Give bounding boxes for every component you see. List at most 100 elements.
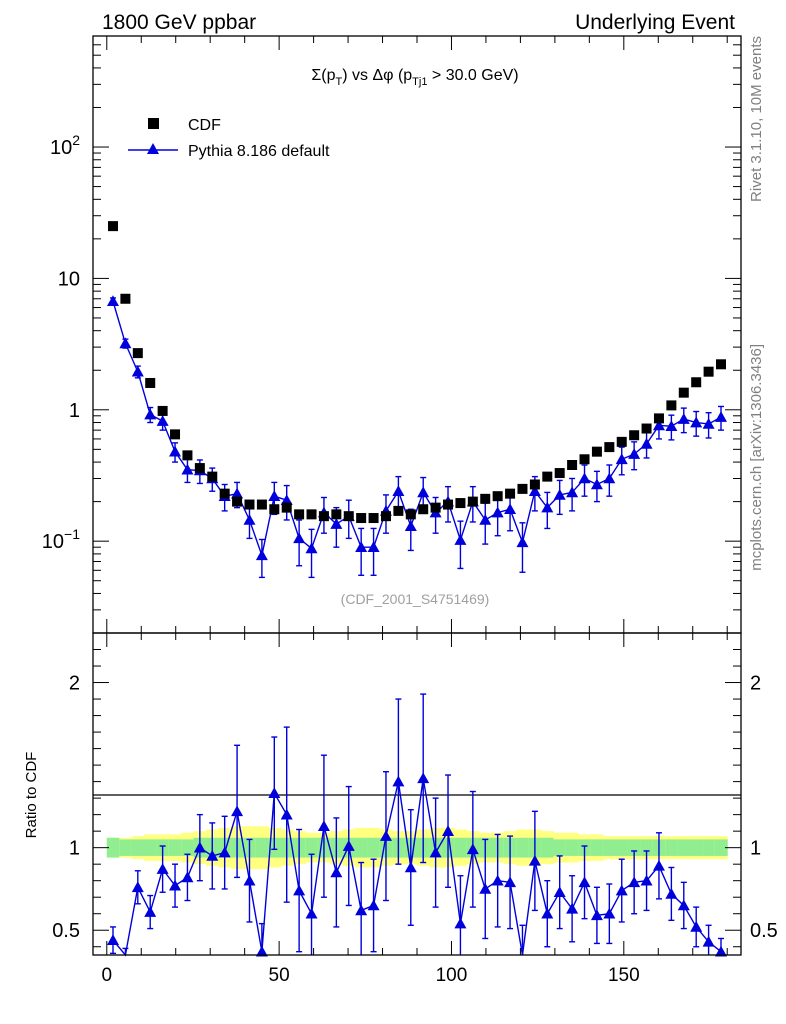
band-inner-bin (255, 837, 269, 858)
band-inner-bin (131, 839, 145, 856)
legend-cdf-label: CDF (188, 117, 221, 134)
ratio-y-axis-label: Ratio to CDF (23, 752, 40, 839)
cdf-point (604, 442, 615, 453)
ratio-point (280, 808, 293, 820)
ratio-y-tick-labels: 0.5 0.5 1 1 2 2 (52, 673, 778, 943)
band-inner-bin (603, 839, 617, 856)
cdf-point (182, 450, 193, 461)
ratio-point (566, 902, 579, 914)
ratio-point (628, 876, 641, 888)
ratio-point (652, 859, 665, 871)
pythia-point (690, 416, 703, 428)
pythia-point (404, 520, 417, 531)
pythia-point (392, 485, 405, 497)
pythia-point (181, 463, 194, 475)
cdf-point (145, 377, 156, 388)
cdf-point (170, 429, 181, 440)
band-inner-bin (702, 839, 716, 856)
ratio-point (528, 854, 541, 866)
cdf-point (232, 496, 243, 507)
ratio-uncertainty-band (106, 826, 728, 870)
ratio-y-tick-label: 1 (69, 838, 80, 860)
ratio-point (615, 884, 628, 896)
ratio-point (355, 904, 368, 916)
pythia-point (528, 485, 541, 497)
band-inner-bin (627, 839, 641, 856)
ratio-point (603, 907, 616, 919)
cdf-point (542, 471, 553, 482)
cdf-point (678, 387, 689, 398)
ratio-point (305, 907, 318, 919)
ratio-point (715, 945, 728, 957)
cdf-point (405, 509, 416, 520)
cdf-point (306, 509, 317, 520)
ratio-point (454, 917, 467, 929)
cdf-point (616, 436, 627, 447)
band-inner-bin (541, 837, 554, 858)
cdf-point (467, 496, 478, 507)
cdf-point (703, 366, 714, 377)
cdf-point (281, 502, 292, 513)
ratio-point (429, 846, 442, 858)
y-tick-label: 102 (50, 132, 80, 159)
ratio-point (677, 899, 690, 911)
ratio-point (181, 871, 194, 883)
ratio-point (255, 945, 268, 957)
cdf-point (418, 504, 429, 515)
pythia-point (566, 486, 579, 498)
cdf-point (269, 504, 280, 515)
pythia-point (119, 337, 132, 349)
band-inner-bin (181, 839, 195, 856)
cdf-point (356, 513, 367, 524)
band-inner-bin (367, 837, 381, 858)
main-chart-marks (106, 221, 728, 579)
pythia-point (280, 494, 293, 506)
ratio-point (218, 846, 231, 858)
ratio-point (243, 874, 256, 886)
cdf-point (294, 509, 305, 520)
cdf-point (331, 509, 342, 520)
ratio-point (590, 909, 603, 921)
cdf-point (107, 221, 118, 232)
pythia-point (516, 536, 529, 548)
legend-pythia-label: Pythia 8.186 default (188, 143, 330, 160)
band-inner-bin (640, 839, 654, 856)
ratio-y-tick-label-right: 0.5 (750, 920, 778, 942)
ratio-point (665, 887, 678, 899)
pythia-point (652, 419, 665, 431)
band-inner-bin (305, 837, 319, 858)
pythia-point (330, 518, 343, 529)
ratio-point (466, 843, 479, 855)
ratio-point (342, 840, 355, 851)
band-inner-bin (689, 839, 703, 856)
x-tick-label: 100 (436, 965, 468, 986)
cdf-point (492, 491, 503, 502)
legend: CDF Pythia 8.186 default (128, 117, 330, 160)
pythia-point (640, 437, 653, 449)
cdf-point (132, 348, 143, 359)
pythia-line (112, 301, 722, 558)
cdf-point (579, 454, 590, 465)
pythia-point (255, 549, 268, 561)
mcplots-label: mcplots.cern.ch [arXiv:1306.3436] (748, 344, 765, 571)
pythia-point (665, 420, 678, 432)
ratio-frame (92, 632, 742, 956)
cdf-point (194, 463, 205, 474)
legend-pythia-marker (147, 143, 159, 154)
cdf-point (380, 511, 391, 522)
ratio-point (367, 899, 380, 911)
ratio-point (131, 881, 144, 893)
band-inner-bin (516, 837, 530, 858)
ratio-point (156, 863, 169, 874)
cdf-point (480, 493, 491, 504)
cdf-point (343, 511, 354, 522)
header-right: Underlying Event (575, 11, 735, 34)
cdf-point (591, 446, 602, 457)
ratio-y-tick-label: 2 (69, 673, 80, 695)
cdf-point (443, 499, 454, 510)
x-tick-labels: 0 50 100 150 (101, 965, 639, 986)
cdf-point (517, 483, 528, 494)
band-inner-bin (615, 839, 629, 856)
cdf-point (554, 468, 565, 479)
